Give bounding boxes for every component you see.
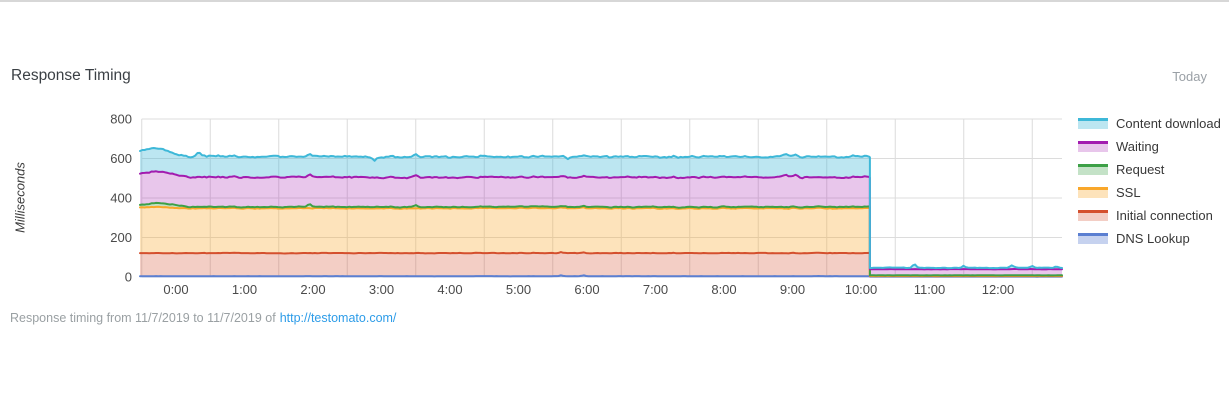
- legend-swatch-icon: [1078, 210, 1108, 221]
- x-tick-label: 0:00: [163, 282, 188, 297]
- legend-item-dns-lookup[interactable]: DNS Lookup: [1078, 227, 1221, 250]
- x-tick-label: 2:00: [300, 282, 325, 297]
- legend-swatch-icon: [1078, 187, 1108, 198]
- line-waiting: [139, 170, 1063, 271]
- y-axis-labels: 800 600 400 200 0: [110, 112, 132, 285]
- legend-item-waiting[interactable]: Waiting: [1078, 135, 1221, 158]
- chart-svg: 0:00 1:00 2:00 3:00 4:00 5:00 6:00 7:00 8:00 9:00…: [110, 112, 1063, 297]
- line-layer: [139, 147, 1063, 278]
- x-tick-label: 3:00: [369, 282, 394, 297]
- line-request: [139, 201, 1063, 277]
- legend-item-request[interactable]: Request: [1078, 158, 1221, 181]
- area-initial-connection: [140, 252, 1062, 277]
- x-tick-label: 9:00: [780, 282, 805, 297]
- legend-label: DNS Lookup: [1116, 231, 1190, 246]
- period-label: Today: [1172, 69, 1207, 84]
- footer-text: Response timing from 11/7/2019 to 11/7/2…: [10, 311, 276, 325]
- footer-link[interactable]: http://testomato.com/: [279, 311, 397, 325]
- legend-swatch-icon: [1078, 141, 1108, 152]
- legend-item-content-download[interactable]: Content download: [1078, 112, 1221, 135]
- y-tick-label: 400: [110, 191, 132, 206]
- x-tick-label: 1:00: [232, 282, 257, 297]
- y-tick-label: 800: [110, 112, 132, 127]
- legend-label: Waiting: [1116, 139, 1159, 154]
- legend-item-initial-connection[interactable]: Initial connection: [1078, 204, 1221, 227]
- legend-label: Content download: [1116, 116, 1221, 131]
- legend-swatch-icon: [1078, 118, 1108, 129]
- response-timing-chart: Milliseconds 0:00 1:00 2:00 3:00 4:00 5:00 6:0…: [0, 105, 1229, 310]
- area-ssl: [140, 206, 1062, 277]
- x-tick-label: 11:00: [914, 282, 946, 297]
- chart-footer: Response timing from 11/7/2019 to 11/7/2…: [10, 311, 396, 325]
- y-tick-label: 0: [125, 270, 132, 285]
- y-tick-label: 200: [110, 230, 132, 245]
- x-tick-label: 6:00: [574, 282, 599, 297]
- page-title: Response Timing: [11, 67, 131, 84]
- area-layer: [140, 148, 1062, 277]
- chart-legend: Content download Waiting Request SSL Ini…: [1078, 112, 1221, 250]
- x-tick-label: 5:00: [506, 282, 531, 297]
- legend-label: Request: [1116, 162, 1165, 177]
- x-tick-label: 4:00: [437, 282, 462, 297]
- area-waiting: [140, 171, 1062, 276]
- x-tick-label: 7:00: [643, 282, 668, 297]
- x-axis-labels: 0:00 1:00 2:00 3:00 4:00 5:00 6:00 7:00 8:00 9:00…: [163, 282, 1014, 297]
- legend-label: SSL: [1116, 185, 1141, 200]
- x-tick-label: 10:00: [845, 282, 878, 297]
- x-tick-label: 12:00: [982, 282, 1015, 297]
- line-content-download: [139, 147, 1063, 270]
- legend-item-ssl[interactable]: SSL: [1078, 181, 1221, 204]
- area-content-download: [140, 148, 1062, 270]
- legend-swatch-icon: [1078, 164, 1108, 175]
- legend-swatch-icon: [1078, 233, 1108, 244]
- x-tick-label: 8:00: [711, 282, 736, 297]
- y-tick-label: 600: [110, 151, 132, 166]
- legend-label: Initial connection: [1116, 208, 1213, 223]
- panel-top-border: [0, 0, 1229, 2]
